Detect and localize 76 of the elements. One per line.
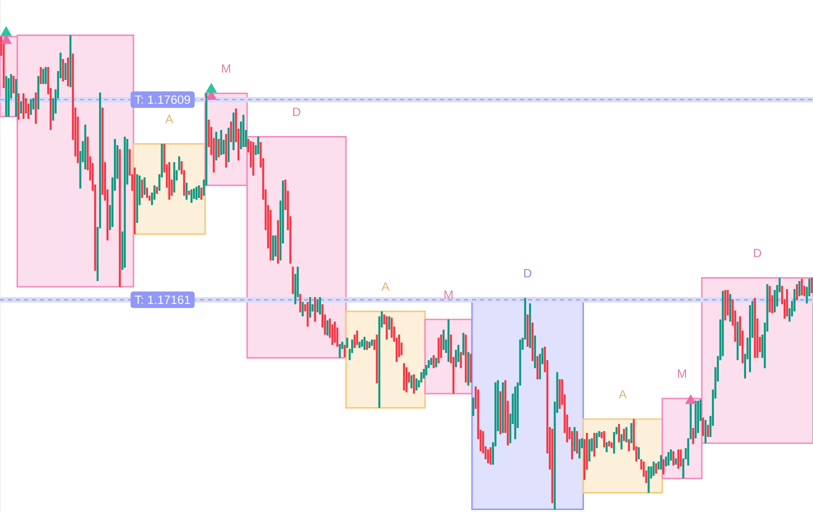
candlestick <box>190 189 193 204</box>
candlestick <box>354 334 356 348</box>
annotation: M <box>444 290 453 299</box>
candlestick <box>274 235 277 257</box>
point <box>685 394 696 404</box>
candlestick <box>200 187 202 200</box>
candlestick <box>390 317 393 338</box>
candlestick <box>316 299 319 313</box>
candlestick <box>692 428 694 444</box>
candlestick <box>141 179 144 198</box>
candlestick <box>796 284 798 301</box>
annotation: A <box>618 390 627 398</box>
candlestick <box>334 321 336 343</box>
candlestick <box>44 66 47 84</box>
candlestick <box>578 438 580 459</box>
candlestick <box>798 280 800 296</box>
candlestick <box>618 424 620 443</box>
candlestick <box>144 177 146 196</box>
candlestick <box>309 296 312 318</box>
candlestick <box>625 426 628 443</box>
point <box>0 34 12 44</box>
candlestick <box>422 368 425 379</box>
candlestick <box>630 422 632 444</box>
candlestick <box>62 58 64 82</box>
candlestick <box>186 182 188 200</box>
candlestick <box>40 66 42 84</box>
candlestick <box>218 138 220 158</box>
candlestick <box>588 438 590 462</box>
candlestick <box>415 378 418 391</box>
candlestick <box>667 452 670 466</box>
candlestick <box>30 98 32 116</box>
candlestick <box>680 449 682 467</box>
candlestick <box>146 187 148 198</box>
annotation: D <box>754 248 762 258</box>
candlestick <box>198 185 200 198</box>
candlestick <box>652 461 655 476</box>
candlestick <box>536 356 538 380</box>
candlestick <box>230 121 232 142</box>
candlestick <box>442 329 445 350</box>
candlestick <box>460 352 462 368</box>
candlestick <box>490 446 492 465</box>
annotation: A <box>382 282 390 291</box>
candlestick <box>800 278 803 296</box>
candlestick <box>638 446 640 460</box>
annotation: D <box>524 269 532 278</box>
candlestick <box>620 434 622 450</box>
candlestick <box>319 296 322 315</box>
annotation: M <box>222 64 230 73</box>
candlestick <box>472 397 474 416</box>
candlestick <box>622 428 625 442</box>
annotation: A <box>165 114 174 124</box>
candlestick <box>338 344 341 358</box>
annotation: D <box>293 108 300 116</box>
candlestick <box>356 330 358 346</box>
candlestick <box>487 449 490 464</box>
candlestick <box>603 430 606 448</box>
y-tick-label: T: 1.17161 <box>134 296 190 304</box>
candlestick <box>707 424 709 438</box>
candlestick <box>432 354 435 368</box>
candlestick <box>628 438 630 452</box>
candlestick <box>20 101 22 114</box>
y-tick-label: T: 1.17609 <box>134 95 190 104</box>
candlestick <box>664 456 667 467</box>
candlestick <box>302 302 304 317</box>
point <box>0 26 12 36</box>
candlestick <box>193 188 195 200</box>
annotation: M <box>678 370 686 378</box>
candlestick <box>364 336 366 350</box>
point <box>206 83 217 93</box>
candlestick <box>64 62 66 80</box>
candlestick <box>662 459 664 475</box>
candlestick <box>702 417 704 436</box>
candlestick <box>12 76 15 94</box>
candlestick <box>672 450 674 466</box>
candlestick <box>344 344 346 358</box>
candlestick <box>576 430 578 454</box>
